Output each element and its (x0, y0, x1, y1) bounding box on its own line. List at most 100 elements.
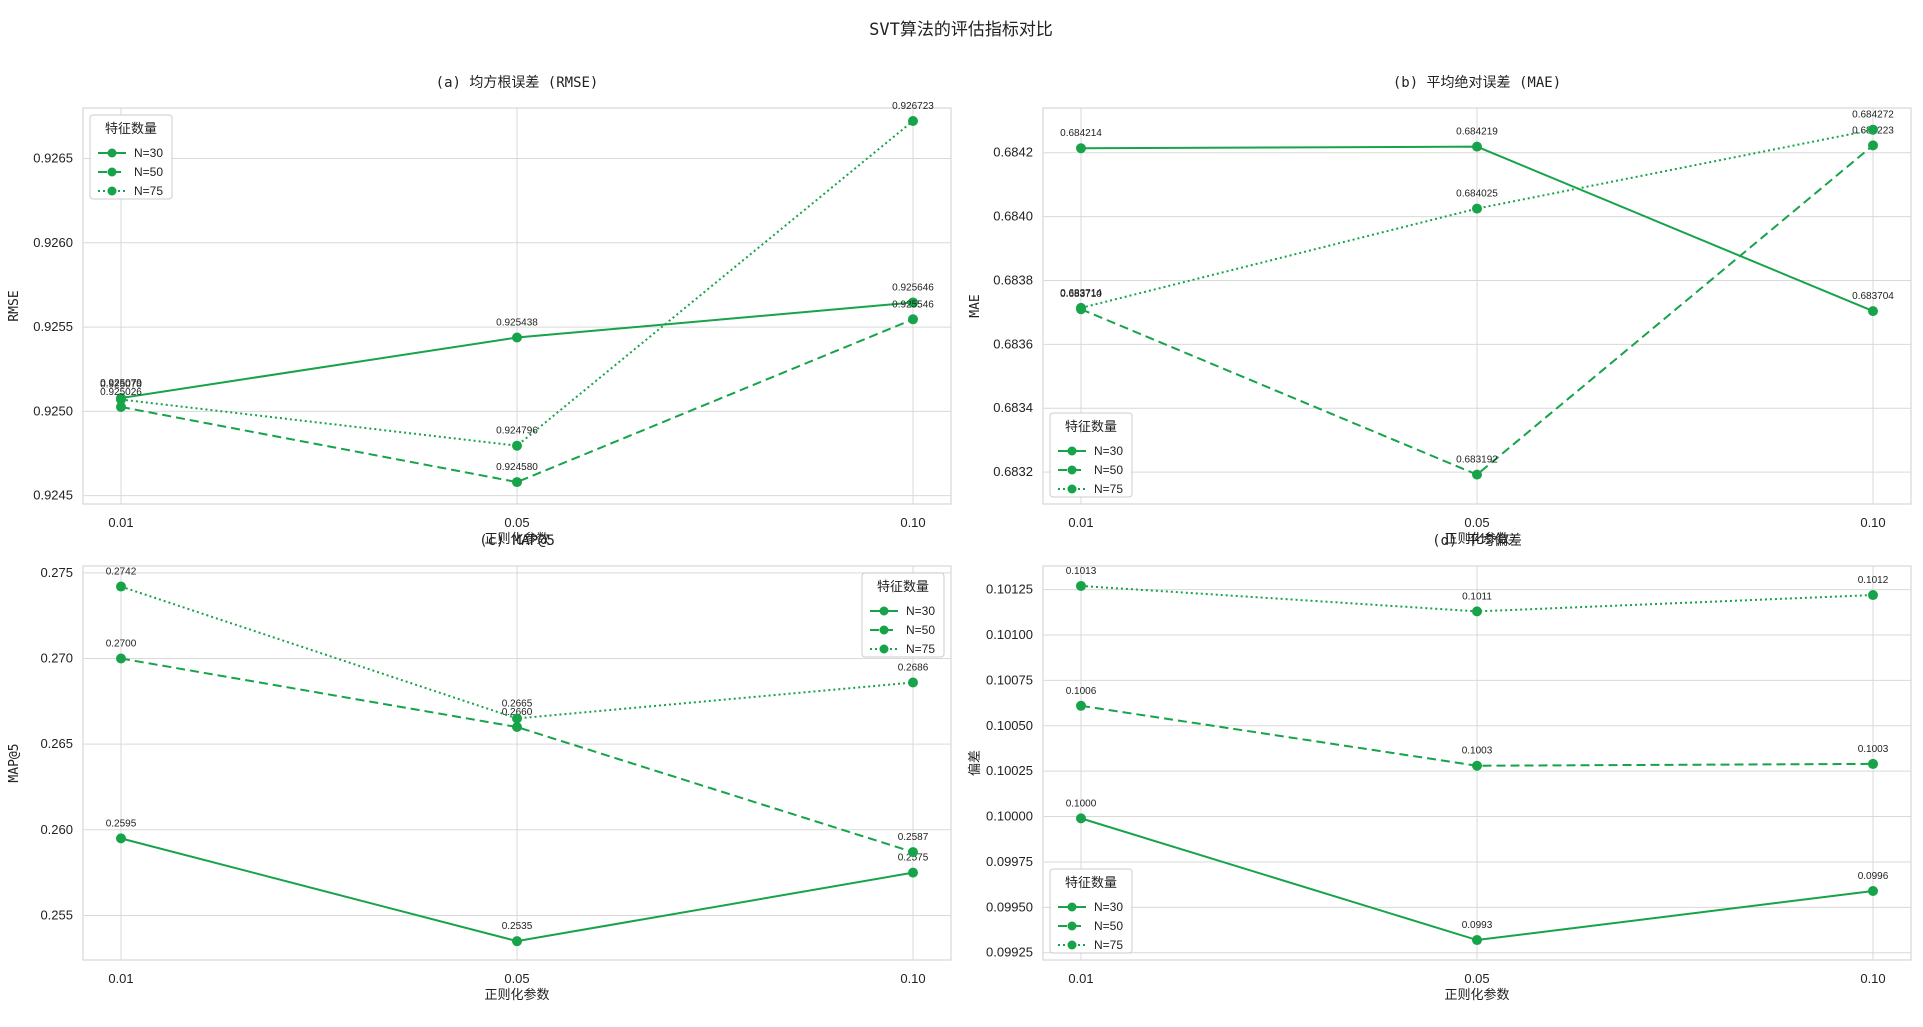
data-label: 0.924796 (496, 426, 538, 437)
y-axis-label: 偏差 (968, 750, 983, 776)
data-label: 0.683714 (1060, 288, 1102, 299)
legend-title: 特征数量 (105, 122, 157, 137)
data-point (1868, 590, 1878, 601)
legend-label: N=50 (1094, 919, 1123, 933)
y-tick-label: 0.255 (40, 907, 73, 922)
legend-marker (107, 148, 117, 158)
x-tick-label: 0.01 (108, 515, 133, 530)
legend: 特征数量 N=30 N=50 N=75 (861, 572, 945, 658)
panel-title: (b) 平均绝对误差 (MAE) (1393, 75, 1561, 91)
data-point (1076, 580, 1086, 591)
data-label: 0.2575 (898, 853, 929, 864)
data-point (116, 394, 126, 405)
y-tick-label: 0.9255 (33, 319, 73, 334)
data-point (1472, 760, 1482, 771)
x-axis-label: 正则化参数 (484, 531, 549, 547)
legend-title: 特征数量 (1065, 420, 1117, 435)
data-label: 0.925646 (892, 282, 934, 293)
x-tick-label: 0.01 (1068, 971, 1093, 986)
y-tick-label: 0.9260 (33, 235, 73, 250)
data-point (1868, 140, 1878, 151)
y-tick-label: 0.6838 (993, 272, 1033, 287)
data-label: 0.1000 (1066, 798, 1097, 809)
legend-marker (879, 625, 889, 635)
data-label: 0.684025 (1456, 189, 1498, 200)
y-axis-label: RMSE (7, 290, 22, 321)
data-label: 0.1003 (1858, 744, 1889, 755)
data-label: 0.0996 (1858, 871, 1889, 882)
data-label: 0.1003 (1462, 746, 1493, 757)
data-point (116, 401, 126, 412)
data-point (1076, 143, 1086, 154)
data-point (908, 314, 918, 325)
y-tick-label: 0.260 (40, 822, 73, 837)
data-point (908, 867, 918, 878)
y-tick-label: 0.9265 (33, 151, 73, 166)
data-label: 0.2742 (106, 567, 137, 578)
y-axis-label: MAP@5 (7, 743, 22, 782)
data-label: 0.683710 (1060, 289, 1102, 300)
x-tick-label: 0.10 (1860, 971, 1885, 986)
data-label: 0.925079 (100, 378, 142, 389)
data-point (1076, 302, 1086, 313)
y-tick-label: 0.10100 (986, 627, 1033, 642)
y-tick-label: 0.6834 (993, 400, 1033, 415)
y-tick-label: 0.270 (40, 651, 73, 666)
data-label: 0.683192 (1456, 455, 1498, 466)
y-tick-label: 0.10000 (986, 809, 1033, 824)
legend-label: N=75 (1094, 482, 1123, 496)
data-label: 0.925026 (100, 387, 142, 398)
y-axis-label: MAE (968, 294, 983, 317)
data-label: 0.684214 (1060, 128, 1102, 139)
legend-box (1049, 412, 1133, 498)
y-tick-label: 0.9250 (33, 403, 73, 418)
y-tick-label: 0.265 (40, 736, 73, 751)
data-point (1472, 606, 1482, 617)
data-point (1076, 813, 1086, 824)
legend-marker (1067, 446, 1077, 456)
y-tick-label: 0.6842 (993, 145, 1033, 160)
y-tick-label: 0.6832 (993, 464, 1033, 479)
legend-label: N=50 (134, 165, 163, 179)
legend: 特征数量 N=30 N=50 N=75 (1049, 868, 1133, 954)
x-axis-label: 正则化参数 (1444, 987, 1509, 1003)
legend-label: N=30 (1094, 900, 1123, 914)
legend-label: N=75 (906, 642, 935, 656)
data-point (1472, 935, 1482, 946)
data-label: 0.926723 (892, 101, 934, 112)
series-line-N=50 (120, 657, 914, 854)
x-tick-label: 0.10 (900, 515, 925, 530)
legend-marker (1067, 902, 1077, 912)
data-point (512, 332, 522, 343)
x-tick-label: 0.05 (1464, 515, 1489, 530)
legend-marker (1067, 921, 1077, 931)
y-tick-label: 0.10025 (986, 763, 1033, 778)
data-label: 0.2595 (106, 818, 137, 829)
data-point (512, 722, 522, 733)
data-point (1868, 886, 1878, 897)
chart-panel-1: 0.9245 0.9250 0.9255 0.9260 0.9265 0.01 0.05 0.… (7, 75, 952, 547)
y-tick-label: 0.275 (40, 565, 73, 580)
data-label: 0.925546 (892, 299, 934, 310)
x-tick-label: 0.01 (108, 971, 133, 986)
data-label: 0.1012 (1858, 575, 1889, 586)
data-label: 0.2686 (898, 662, 929, 673)
x-tick-label: 0.05 (504, 515, 529, 530)
data-point (908, 677, 918, 688)
data-point (1472, 141, 1482, 152)
chart-panel-4: 0.099250.099500.099750.100000.100250.100… (968, 533, 1912, 1003)
series-line-N=75 (120, 120, 914, 447)
data-label: 0.925438 (496, 318, 538, 329)
data-point (512, 936, 522, 947)
y-tick-label: 0.09975 (986, 854, 1033, 869)
y-tick-label: 0.6840 (993, 209, 1033, 224)
x-tick-label: 0.10 (1860, 515, 1885, 530)
legend-label: N=30 (134, 146, 163, 160)
y-tick-label: 0.09925 (986, 945, 1033, 960)
y-tick-label: 0.9245 (33, 488, 73, 503)
y-tick-label: 0.10075 (986, 672, 1033, 687)
legend-marker (107, 167, 117, 177)
data-point (116, 581, 126, 592)
x-axis-label: 正则化参数 (484, 987, 549, 1003)
